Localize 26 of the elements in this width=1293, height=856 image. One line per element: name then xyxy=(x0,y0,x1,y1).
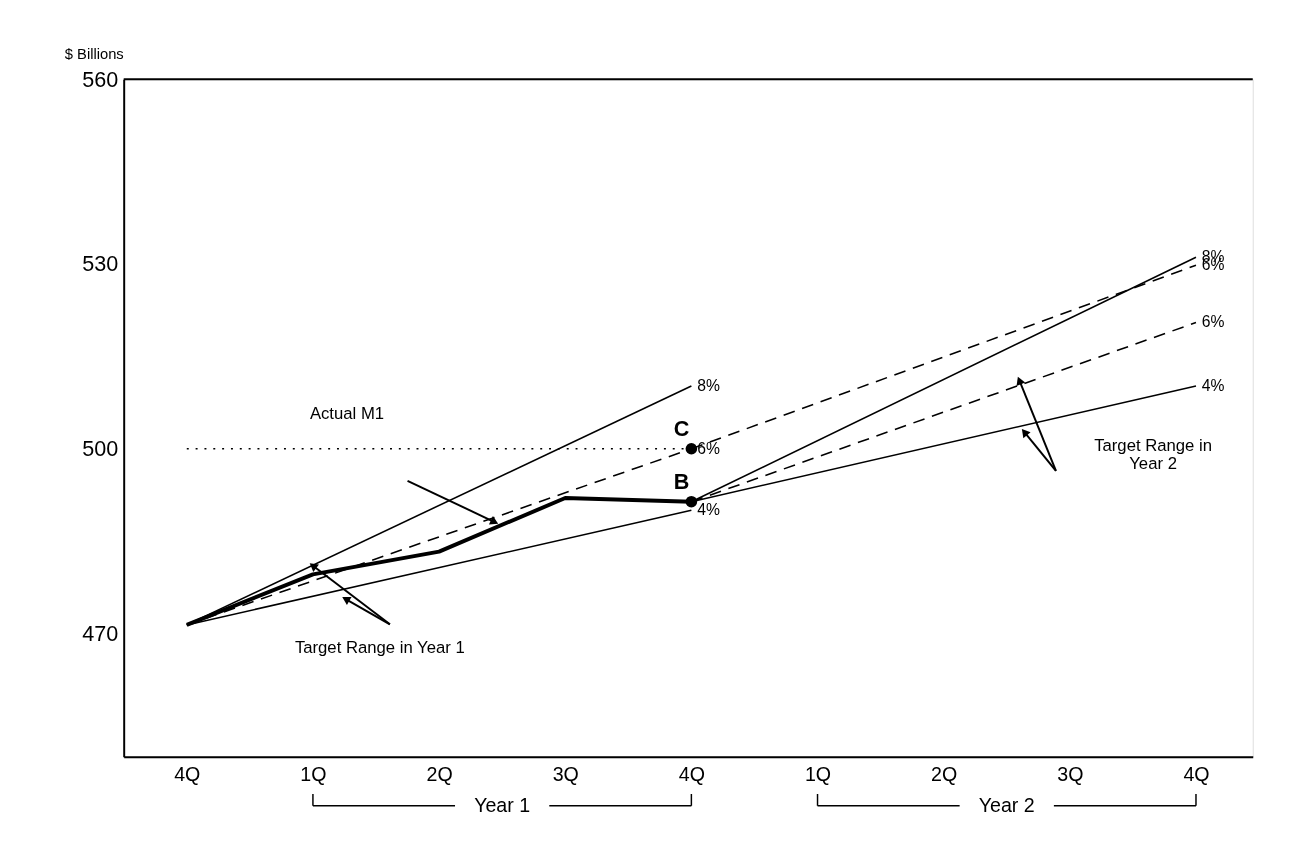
y-axis-title: $ Billions xyxy=(64,45,124,62)
annotation: Actual M1 xyxy=(309,404,385,424)
y-tick-label: 470 xyxy=(82,620,119,646)
series-label: 4% xyxy=(1201,376,1225,394)
x-tick-label: 4Q xyxy=(1183,762,1210,785)
text: Year 2 xyxy=(978,793,1035,816)
x-tick-label: 1Q xyxy=(300,762,327,785)
series-label: C xyxy=(673,416,690,441)
series-label: B xyxy=(673,468,690,494)
y-tick-label: 560 xyxy=(82,66,119,92)
series-label: 8% xyxy=(697,376,720,394)
x-tick-label: 3Q xyxy=(552,762,579,785)
series-label: 4% xyxy=(697,501,720,519)
x-tick-label: 3Q xyxy=(1057,762,1084,785)
annotation: Target Range in Year 1 xyxy=(294,638,465,658)
x-tick-label: 4Q xyxy=(174,762,201,785)
x-tick-label: 2Q xyxy=(931,762,958,785)
y-tick-label: 530 xyxy=(82,251,119,277)
series-label: 6% xyxy=(697,439,720,457)
y-tick-label: 500 xyxy=(82,436,119,462)
x-tick-label: 1Q xyxy=(804,762,832,785)
series-label: 6% xyxy=(1201,313,1225,331)
x-tick-label: 4Q xyxy=(678,762,705,785)
annotation: Target Range in Year 2 xyxy=(1094,435,1212,474)
text: Year 1 xyxy=(474,793,531,816)
x-tick-label: 2Q xyxy=(426,762,453,785)
